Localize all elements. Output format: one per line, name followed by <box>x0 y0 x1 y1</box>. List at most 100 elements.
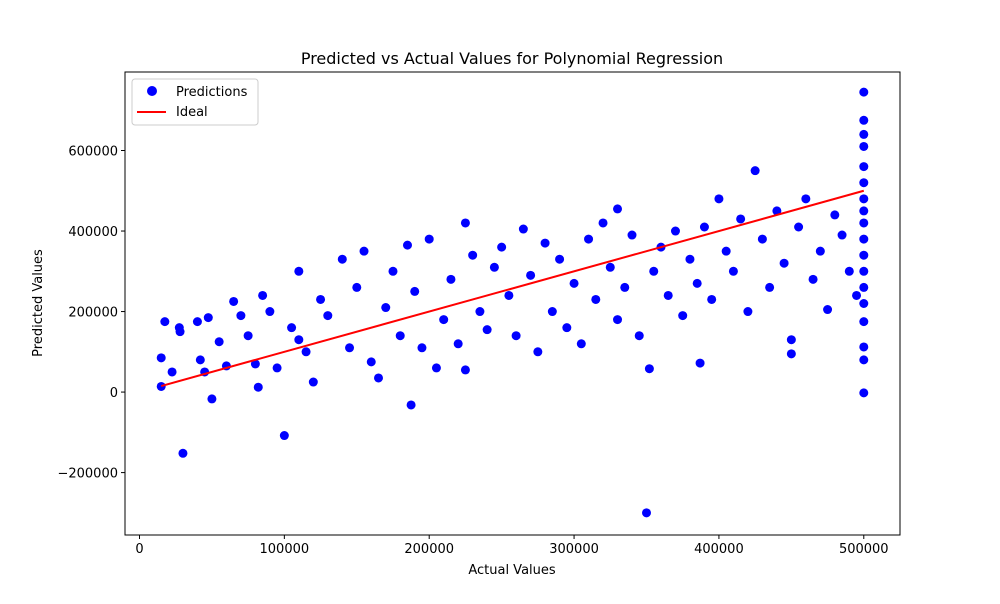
prediction-point <box>859 317 869 327</box>
prediction-point <box>859 115 869 125</box>
prediction-point <box>359 246 369 256</box>
prediction-point <box>808 274 818 284</box>
x-tick-label: 500000 <box>839 542 889 557</box>
prediction-point <box>489 262 499 272</box>
prediction-point <box>642 508 651 518</box>
prediction-point <box>475 307 485 317</box>
prediction-point <box>272 363 282 373</box>
prediction-point <box>439 315 449 325</box>
prediction-point <box>772 206 782 216</box>
prediction-point <box>699 222 709 232</box>
prediction-point <box>859 250 869 260</box>
prediction-point <box>431 363 441 373</box>
prediction-point <box>337 254 347 264</box>
prediction-point <box>844 266 854 276</box>
prediction-point <box>203 313 213 323</box>
prediction-point <box>859 178 869 188</box>
prediction-point <box>605 262 615 272</box>
prediction-point <box>345 343 355 353</box>
prediction-point <box>287 323 297 333</box>
prediction-point <box>207 394 217 404</box>
prediction-point <box>253 382 263 392</box>
prediction-point <box>402 240 412 250</box>
prediction-point <box>859 355 869 365</box>
prediction-point <box>859 218 869 228</box>
prediction-point <box>859 342 869 352</box>
y-tick-label: 200000 <box>68 306 118 321</box>
prediction-point <box>497 242 507 252</box>
prediction-point <box>236 311 246 321</box>
prediction-point <box>859 162 869 172</box>
prediction-point <box>670 226 680 236</box>
prediction-point <box>518 224 528 234</box>
prediction-point <box>417 343 427 353</box>
prediction-point <box>649 266 659 276</box>
prediction-point <box>750 166 760 176</box>
prediction-point <box>250 359 260 369</box>
prediction-point <box>195 355 205 365</box>
prediction-point <box>482 325 492 335</box>
prediction-point <box>301 347 311 357</box>
prediction-point <box>156 381 166 391</box>
x-axis-label: Actual Values <box>468 563 556 578</box>
legend-ideal-label: Ideal <box>176 105 208 120</box>
prediction-point <box>410 286 420 296</box>
prediction-point <box>504 290 514 300</box>
prediction-point <box>620 282 630 292</box>
prediction-point <box>366 357 376 367</box>
prediction-point <box>815 246 825 256</box>
x-tick-label: 200000 <box>404 542 454 557</box>
prediction-point <box>692 278 702 288</box>
prediction-point <box>214 337 224 347</box>
prediction-point <box>779 258 789 268</box>
prediction-point <box>685 254 695 264</box>
prediction-point <box>707 294 717 304</box>
prediction-point <box>533 347 543 357</box>
prediction-point <box>859 282 869 292</box>
prediction-point <box>859 87 869 97</box>
y-tick-label: −200000 <box>57 467 118 482</box>
prediction-point <box>859 388 869 398</box>
prediction-point <box>584 234 594 244</box>
prediction-point <box>352 282 362 292</box>
prediction-point <box>786 349 796 359</box>
prediction-point <box>160 317 170 327</box>
prediction-point <box>859 266 869 276</box>
prediction-point <box>460 218 470 228</box>
y-axis: −200000 0 200000 400000 600000 <box>57 145 125 482</box>
prediction-point <box>859 234 869 244</box>
prediction-point <box>460 365 470 375</box>
prediction-point <box>526 270 536 280</box>
prediction-point <box>175 327 185 337</box>
prediction-point <box>859 141 869 151</box>
ideal-line <box>160 189 865 387</box>
prediction-point <box>192 317 202 327</box>
prediction-point <box>178 448 188 458</box>
prediction-point <box>859 194 869 204</box>
prediction-point <box>468 250 478 260</box>
prediction-point <box>613 315 623 325</box>
prediction-point <box>743 307 753 317</box>
prediction-point <box>167 367 177 377</box>
prediction-point <box>453 339 463 349</box>
prediction-point <box>569 278 579 288</box>
prediction-point <box>757 234 767 244</box>
prediction-point <box>728 266 738 276</box>
x-axis: 0 100000 200000 300000 400000 500000 <box>135 535 889 557</box>
prediction-point <box>830 210 840 220</box>
prediction-point <box>801 194 811 204</box>
prediction-point <box>613 204 623 214</box>
prediction-point <box>695 358 705 368</box>
axes-frame <box>124 71 901 536</box>
plot-area <box>156 87 869 518</box>
y-axis-label: Predicted Values <box>31 249 46 357</box>
prediction-point <box>859 129 869 139</box>
prediction-point <box>627 230 637 240</box>
legend: Predictions Ideal <box>131 78 259 126</box>
prediction-point <box>852 290 862 300</box>
prediction-point <box>323 311 333 321</box>
chart-title: Predicted vs Actual Values for Polynomia… <box>301 49 723 68</box>
prediction-point <box>540 238 550 248</box>
